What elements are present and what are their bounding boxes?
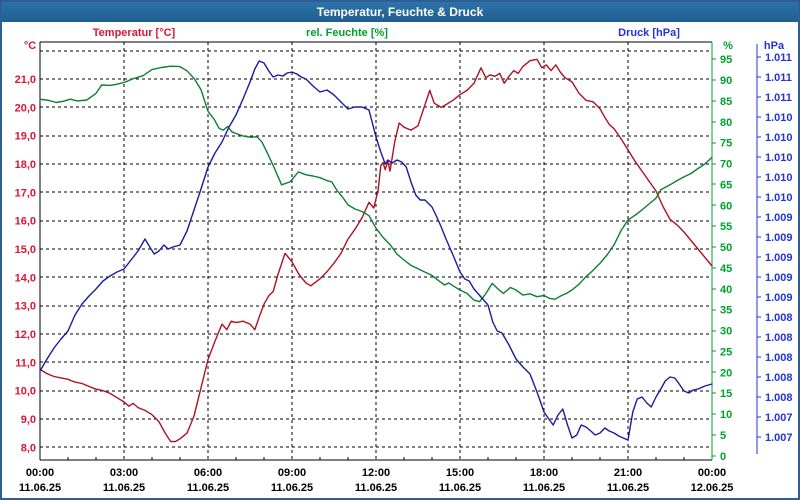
svg-text:0: 0 — [720, 451, 726, 463]
svg-text:15:00: 15:00 — [446, 467, 474, 479]
svg-text:12.06.25: 12.06.25 — [691, 482, 734, 494]
svg-text:11.06.25: 11.06.25 — [271, 482, 313, 494]
svg-text:19,0: 19,0 — [15, 131, 36, 143]
svg-text:10: 10 — [720, 409, 732, 421]
svg-text:80: 80 — [720, 117, 732, 129]
svg-text:11.06.25: 11.06.25 — [607, 482, 649, 494]
humidity-unit-label: % — [723, 40, 733, 52]
svg-text:70: 70 — [720, 159, 732, 171]
svg-text:9,0: 9,0 — [21, 414, 36, 426]
gridlines — [40, 42, 712, 460]
svg-text:1.007: 1.007 — [765, 432, 793, 444]
svg-text:1.008: 1.008 — [765, 332, 793, 344]
svg-text:1.008: 1.008 — [765, 352, 793, 364]
svg-text:65: 65 — [720, 179, 732, 191]
svg-text:00:00: 00:00 — [26, 467, 54, 479]
pressure-unit-label: hPa — [763, 40, 785, 52]
svg-text:20,0: 20,0 — [15, 102, 36, 114]
svg-text:90: 90 — [720, 75, 732, 87]
svg-text:45: 45 — [720, 263, 732, 275]
svg-text:75: 75 — [720, 138, 732, 150]
temperature-axis-title: Temperatur [°C] — [92, 27, 176, 39]
pressure-axis-title: Druck [hPa] — [618, 27, 680, 39]
svg-text:11.06.25: 11.06.25 — [19, 482, 61, 494]
svg-text:15,0: 15,0 — [15, 244, 36, 256]
svg-text:10,0: 10,0 — [15, 386, 36, 398]
x-axis-labels: 00:00 11.06.25 03:00 11.06.25 06:00 11.06.25 0… — [19, 467, 734, 494]
pressure-series — [39, 60, 713, 441]
svg-text:1.008: 1.008 — [765, 312, 793, 324]
svg-text:03:00: 03:00 — [110, 467, 138, 479]
temperature-axis-labels: 21,0 20,0 19,0 18,0 17,0 16,0 15,0 14,0 13,0 12,0… — [15, 74, 36, 454]
svg-text:1.009: 1.009 — [765, 212, 793, 224]
svg-text:16,0: 16,0 — [15, 216, 36, 228]
svg-text:8,0: 8,0 — [21, 442, 36, 454]
svg-text:30: 30 — [720, 326, 732, 338]
svg-text:1.010: 1.010 — [765, 152, 793, 164]
svg-text:1.010: 1.010 — [765, 112, 793, 124]
window-title: Temperatur, Feuchte & Druck — [2, 2, 798, 22]
svg-text:06:00: 06:00 — [194, 467, 222, 479]
svg-text:09:00: 09:00 — [278, 467, 306, 479]
svg-text:85: 85 — [720, 96, 732, 108]
svg-text:12,0: 12,0 — [15, 329, 36, 341]
svg-text:21,0: 21,0 — [15, 74, 36, 86]
svg-text:1.009: 1.009 — [765, 252, 793, 264]
pressure-axis-labels: 1.011 1.011 1.011 1.010 1.010 1.010 1.010 1.010… — [756, 44, 793, 454]
svg-text:1.009: 1.009 — [765, 232, 793, 244]
temperature-series — [39, 58, 713, 443]
svg-text:18:00: 18:00 — [530, 467, 558, 479]
svg-text:20: 20 — [720, 367, 732, 379]
svg-text:1.008: 1.008 — [765, 392, 793, 404]
svg-text:18,0: 18,0 — [15, 159, 36, 171]
svg-text:1.008: 1.008 — [765, 372, 793, 384]
svg-text:14,0: 14,0 — [15, 272, 36, 284]
svg-text:21:00: 21:00 — [614, 467, 642, 479]
svg-text:50: 50 — [720, 242, 732, 254]
svg-text:00:00: 00:00 — [698, 467, 726, 479]
svg-text:15: 15 — [720, 388, 732, 400]
svg-text:11.06.25: 11.06.25 — [355, 482, 397, 494]
svg-text:35: 35 — [720, 305, 732, 317]
svg-text:17,0: 17,0 — [15, 187, 36, 199]
humidity-axis-title: rel. Feuchte [%] — [306, 27, 388, 39]
svg-text:1.007: 1.007 — [765, 412, 793, 424]
svg-text:95: 95 — [720, 54, 732, 66]
svg-text:1.011: 1.011 — [765, 72, 792, 84]
plot-border — [39, 41, 713, 461]
svg-text:11.06.25: 11.06.25 — [103, 482, 145, 494]
svg-text:12:00: 12:00 — [362, 467, 390, 479]
svg-text:1.010: 1.010 — [765, 132, 793, 144]
svg-text:1.011: 1.011 — [765, 52, 792, 64]
svg-text:55: 55 — [720, 221, 732, 233]
svg-text:11,0: 11,0 — [15, 357, 36, 369]
svg-text:11.06.25: 11.06.25 — [523, 482, 565, 494]
svg-text:5: 5 — [720, 430, 726, 442]
svg-text:60: 60 — [720, 200, 732, 212]
svg-text:40: 40 — [720, 284, 732, 296]
svg-text:1.009: 1.009 — [765, 292, 793, 304]
svg-text:25: 25 — [720, 346, 732, 358]
svg-text:1.009: 1.009 — [765, 272, 793, 284]
temperature-unit-label: °C — [23, 40, 37, 52]
humidity-series — [39, 65, 713, 303]
svg-text:1.010: 1.010 — [765, 192, 793, 204]
svg-text:11.06.25: 11.06.25 — [187, 482, 229, 494]
svg-text:13,0: 13,0 — [15, 301, 36, 313]
svg-text:1.011: 1.011 — [765, 92, 792, 104]
svg-text:1.010: 1.010 — [765, 172, 793, 184]
svg-text:11.06.25: 11.06.25 — [439, 482, 481, 494]
